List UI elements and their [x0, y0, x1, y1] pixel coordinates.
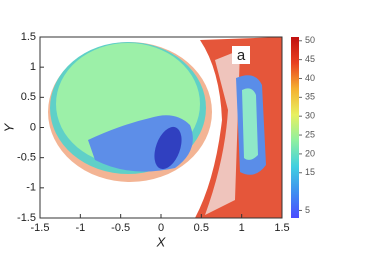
x-tick-label: -1	[75, 222, 85, 234]
colorbar-tick-label: 45	[305, 54, 315, 64]
x-tick-label: -0.5	[111, 222, 130, 234]
colorbar-tick-label: 5	[305, 205, 310, 215]
y-tick-label: -1.5	[17, 212, 36, 224]
x-tick-label: 0.5	[194, 222, 209, 234]
colorbar-tick-label: 20	[305, 148, 315, 158]
colorbar-tick-label: 35	[305, 92, 315, 102]
y-tick-label: 0	[30, 121, 36, 133]
x-tick-label: 0	[158, 222, 164, 234]
colorbar-tick-label: 25	[305, 129, 315, 139]
x-tick-label: 1.5	[274, 222, 289, 234]
colorbar-tick-label: 40	[305, 73, 315, 83]
x-tick-label: 1	[239, 222, 245, 234]
field-image	[40, 37, 282, 218]
colorbar-tick-label: 15	[305, 167, 315, 177]
y-tick-label: -0.5	[17, 152, 36, 164]
x-axis-label: X	[156, 234, 167, 249]
y-axis-label: Y	[1, 122, 16, 132]
y-tick-label: 1.5	[21, 31, 36, 43]
annotation: a	[237, 47, 246, 64]
colorbar-tick-label: 30	[305, 111, 315, 121]
x-tick-label: -1.5	[31, 222, 50, 234]
annotation-box	[232, 46, 250, 64]
y-tick-label: -1	[26, 182, 36, 194]
y-tick-label: 0.5	[21, 91, 36, 103]
colorbar	[291, 37, 299, 218]
y-tick-label: 1	[30, 61, 36, 73]
colorbar-tick-label: 50	[305, 35, 315, 45]
